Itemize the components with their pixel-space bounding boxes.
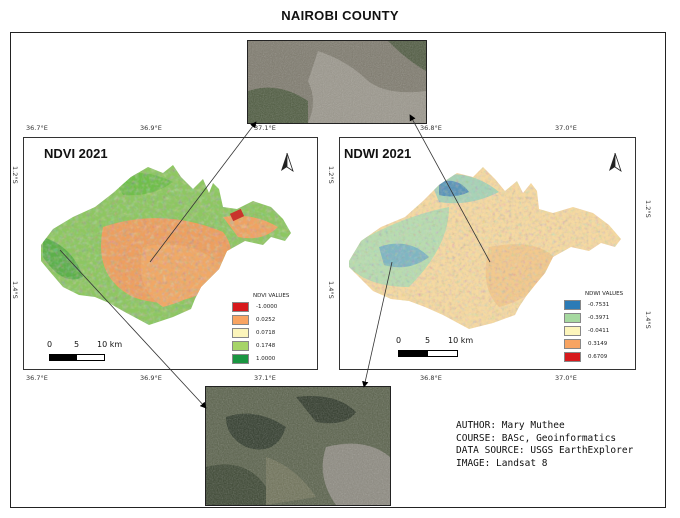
legend-label: 0.0252	[256, 317, 276, 323]
arrow-ndvi-to-top-image	[149, 121, 257, 263]
ndwi-legend-title: NDWI VALUES	[585, 291, 624, 297]
legend-entry: 0.0252	[232, 315, 312, 325]
legend-swatch	[564, 313, 581, 323]
legend-swatch	[232, 328, 249, 338]
layout-frame	[10, 32, 666, 508]
ndvi-bottom-tick: 37.1°E	[254, 374, 276, 382]
legend-label: -0.3971	[588, 315, 610, 321]
legend-entry: 0.0718	[232, 328, 312, 338]
ndwi-top-tick: 37.0°E	[555, 124, 577, 132]
legend-swatch	[564, 352, 581, 362]
arrow-ndwi-to-top-image	[409, 114, 491, 263]
ndvi-map-title: NDVI 2021	[44, 146, 108, 161]
legend-label: 0.6709	[588, 354, 608, 360]
legend-entry: 1.0000	[232, 354, 312, 364]
course-line: COURSE: BASc, Geoinformatics	[456, 432, 617, 444]
ndvi-raster	[41, 165, 291, 325]
ndvi-top-tick: 36.7°E	[26, 124, 48, 132]
ndvi-legend: NDVI VALUES -1.0000 0.0252 0.0718 0.1748 1.0…	[232, 293, 312, 367]
legend-swatch	[232, 302, 249, 312]
legend-swatch	[564, 339, 581, 349]
legend-label: -0.0411	[588, 328, 610, 334]
legend-entry: 0.6709	[564, 352, 644, 362]
ndwi-bottom-tick: 36.8°E	[420, 374, 442, 382]
ndvi-scale-bar: 0 5 10 km	[47, 340, 129, 361]
ndvi-bottom-tick: 36.9°E	[140, 374, 162, 382]
ndwi-raster	[349, 167, 621, 329]
legend-entry: 0.3149	[564, 339, 644, 349]
data-source-line: DATA SOURCE: USGS EarthExplorer	[456, 445, 634, 456]
legend-entry: -0.7531	[564, 300, 644, 310]
map-title: NAIROBI COUNTY	[281, 8, 399, 23]
ndwi-legend: NDWI VALUES -0.7531 -0.3971 -0.0411 0.3149 0…	[564, 291, 644, 365]
ndwi-bottom-tick: 37.0°E	[555, 374, 577, 382]
legend-label: 1.0000	[256, 356, 276, 362]
ndvi-top-tick: 36.9°E	[140, 124, 162, 132]
legend-label: -1.0000	[256, 304, 278, 310]
scale-label: 0	[47, 340, 53, 349]
legend-swatch	[564, 326, 581, 336]
ndwi-scale-bar: 0 5 10 km	[396, 336, 478, 357]
north-arrow-icon	[280, 152, 294, 173]
legend-entry: -1.0000	[232, 302, 312, 312]
legend-swatch	[564, 300, 581, 310]
legend-entry: -0.0411	[564, 326, 644, 336]
ndwi-map-title: NDWI 2021	[344, 146, 412, 161]
legend-label: 0.0718	[256, 330, 276, 336]
ndwi-top-tick: 36.8°E	[420, 124, 442, 132]
map-metadata: AUTHOR: Mary Muthee COURSE: BASc, Geoinf…	[456, 420, 633, 470]
satellite-inset-top	[247, 40, 427, 124]
legend-entry: -0.3971	[564, 313, 644, 323]
arrow-ndvi-to-bottom-image	[59, 249, 207, 409]
author-line: AUTHOR: Mary Muthee	[456, 420, 565, 431]
ndvi-bottom-tick: 36.7°E	[26, 374, 48, 382]
legend-label: 0.3149	[588, 341, 608, 347]
scale-label: 5	[425, 336, 431, 345]
scale-label: 0	[396, 336, 402, 345]
arrow-ndwi-to-bottom-image	[362, 261, 393, 388]
scale-label: 10 km	[448, 336, 474, 345]
legend-label: 0.1748	[256, 343, 276, 349]
scale-label: 10 km	[97, 340, 123, 349]
legend-swatch	[232, 341, 249, 351]
satellite-inset-bottom	[205, 386, 391, 506]
legend-swatch	[232, 315, 249, 325]
legend-label: -0.7531	[588, 302, 610, 308]
ndvi-legend-title: NDVI VALUES	[253, 293, 290, 299]
north-arrow-icon	[608, 152, 622, 173]
legend-swatch	[232, 354, 249, 364]
scale-label: 5	[74, 340, 80, 349]
legend-entry: 0.1748	[232, 341, 312, 351]
ndvi-top-tick: 37.1°E	[254, 124, 276, 132]
image-line: IMAGE: Landsat 8	[456, 457, 548, 469]
